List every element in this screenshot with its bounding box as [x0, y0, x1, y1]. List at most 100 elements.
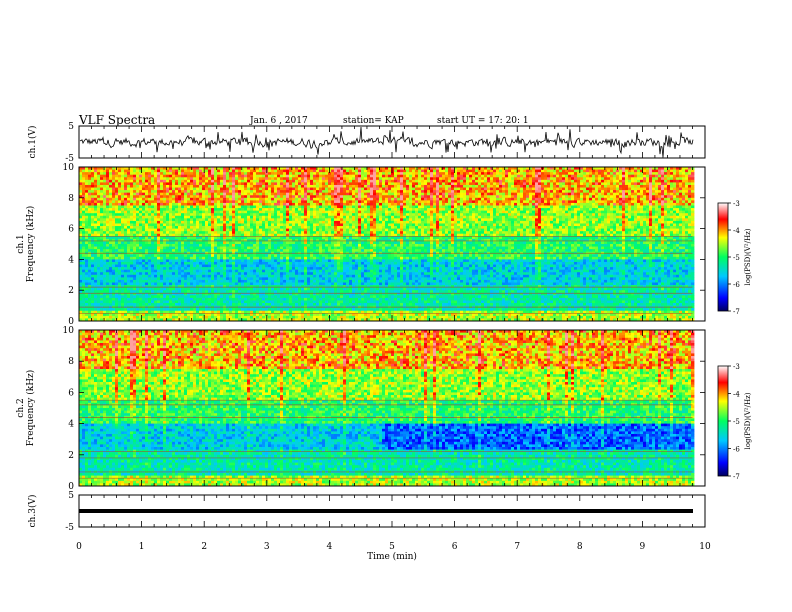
ch1-spectrogram-cell [103, 226, 106, 229]
ch1-spectrogram-cell [100, 231, 103, 234]
ch1-spectrogram-cell [139, 198, 142, 201]
ch1-spectrogram-cell [109, 254, 112, 257]
ch1-spectrogram-cell [106, 303, 109, 306]
ch1-spectrogram-cell [106, 257, 109, 260]
ch1-spectrogram-cell [82, 249, 85, 252]
ch1-spectrogram-cell [127, 193, 130, 196]
ch1-spectrogram-cell [145, 185, 148, 188]
ch1-spectrogram-cell [139, 298, 142, 301]
ch1-spectrogram-cell [106, 193, 109, 196]
ch1-spectrogram-cell [136, 316, 139, 319]
ch1-spectrogram-cell [97, 288, 100, 291]
ch1-spectrogram-cell [94, 182, 97, 185]
ch1-spectrogram-cell [112, 198, 115, 201]
ch1-spectrogram-cell [142, 229, 145, 232]
ch1-spectrogram-cell [121, 200, 124, 203]
ch1-spectrogram-cell [148, 182, 151, 185]
ch1-spectrogram-cell [88, 223, 91, 226]
ch1-spectrogram-cell [130, 231, 133, 234]
ch1-spectrogram-cell [151, 308, 154, 311]
ch1-spectrogram-cell [115, 218, 118, 221]
ch1-spectrogram-cell [97, 190, 100, 193]
ch1-spectrogram-cell [100, 226, 103, 229]
ch1-spectrogram-cell [148, 206, 151, 209]
ch1-spectrogram-cell [148, 259, 151, 262]
ch1-spectrogram-cell [142, 218, 145, 221]
ch1-spectrogram-cell [88, 190, 91, 193]
ch1-spectrogram-cell [145, 254, 148, 257]
ch1-spectrogram-cell [79, 177, 82, 180]
ch1-spectrogram-cell [112, 185, 115, 188]
ch1-spectrogram-cell [130, 180, 133, 183]
ch1-spectrogram-cell [106, 285, 109, 288]
ch1-spectrogram-cell [130, 316, 133, 319]
ch1-spectrogram-cell [127, 180, 130, 183]
ch1-spectrogram-cell [109, 259, 112, 262]
ch1-spectrogram-cell [142, 308, 145, 311]
ch1-spectrogram-cell [109, 298, 112, 301]
ch1-spectrogram-cell [79, 277, 82, 280]
ch1-spectrogram-cell [118, 216, 121, 219]
ch1-spectrogram-cell [88, 231, 91, 234]
ch1-spectrogram-cell [79, 188, 82, 191]
ch1-spectrogram-cell [88, 229, 91, 232]
ch1-spectrogram-cell [82, 223, 85, 226]
ch1-spectrogram-cell [85, 313, 88, 316]
ch1-spectrogram-cell [88, 257, 91, 260]
ch1-spectrogram-cell [103, 223, 106, 226]
ch1-spectrogram-cell [136, 280, 139, 283]
ch1-spectrogram-cell [145, 229, 148, 232]
ch1-spectrogram-cell [151, 313, 154, 316]
ch1-spectrogram-cell [115, 175, 118, 178]
ch1-spectrogram-cell [130, 211, 133, 214]
ch1-spectrogram-cell [145, 223, 148, 226]
ch1-spectrogram-cell [127, 259, 130, 262]
ch1-spectrogram-cell [127, 203, 130, 206]
ch1-spectrogram-cell [112, 239, 115, 242]
ch1-spectrogram-cell [142, 249, 145, 252]
ch1-spectrogram-cell [91, 313, 94, 316]
ch1-spectrogram-cell [85, 262, 88, 265]
ch1-spectrogram-cell [97, 200, 100, 203]
ch1-spectrogram-cell [100, 262, 103, 265]
ch1-spectrogram-cell [94, 185, 97, 188]
ch1-spectrogram-cell [103, 241, 106, 244]
ch1-spectrogram-cell [124, 283, 127, 286]
ch1-spectrogram-cell [133, 290, 136, 293]
ch1-spectrogram-cell [109, 203, 112, 206]
ch1-spectrogram-cell [145, 298, 148, 301]
ch1-spectrogram-cell [121, 211, 124, 214]
ch1-spectrogram-cell [151, 295, 154, 298]
ch1-spectrogram-cell [109, 200, 112, 203]
ch1-spectrogram-cell [133, 249, 136, 252]
ch1-spectrogram-cell [103, 195, 106, 198]
ch1-spectrogram-cell [85, 175, 88, 178]
ch1-spectrogram-cell [100, 270, 103, 273]
ch1-spectrogram-cell [97, 170, 100, 173]
ch1-spectrogram-cell [136, 313, 139, 316]
ch1-spectrogram-cell [148, 170, 151, 173]
ch1-spectrogram-cell [94, 303, 97, 306]
ch1-spectrogram-cell [115, 313, 118, 316]
ch1-spectrogram-cell [109, 170, 112, 173]
ch1-spectrogram-cell [145, 259, 148, 262]
ch1-spectrogram-cell [106, 300, 109, 303]
ch1-spectrogram-cell [82, 280, 85, 283]
ch1-spectrogram-cell [109, 270, 112, 273]
ch1-spectrogram-cell [151, 249, 154, 252]
ch1-spectrogram-cell [103, 203, 106, 206]
ch1-spectrogram-cell [148, 257, 151, 260]
ch1-spectrogram-cell [145, 303, 148, 306]
ch1-spectrogram-cell [82, 175, 85, 178]
ch1-spectrogram-cell [85, 223, 88, 226]
ch1-spectrogram-cell [130, 290, 133, 293]
ch1-spectrogram-cell [85, 241, 88, 244]
ch1-spectrogram-cell [94, 280, 97, 283]
ch1-spectrogram-cell [85, 288, 88, 291]
ch1-spectrogram-cell [115, 182, 118, 185]
ch1-spectrogram-cell [109, 316, 112, 319]
ch1-spectrogram-cell [139, 290, 142, 293]
ch1-spectrogram-cell [82, 208, 85, 211]
ch1-spectrogram-cell [124, 316, 127, 319]
ch1-spectrogram-cell [88, 195, 91, 198]
